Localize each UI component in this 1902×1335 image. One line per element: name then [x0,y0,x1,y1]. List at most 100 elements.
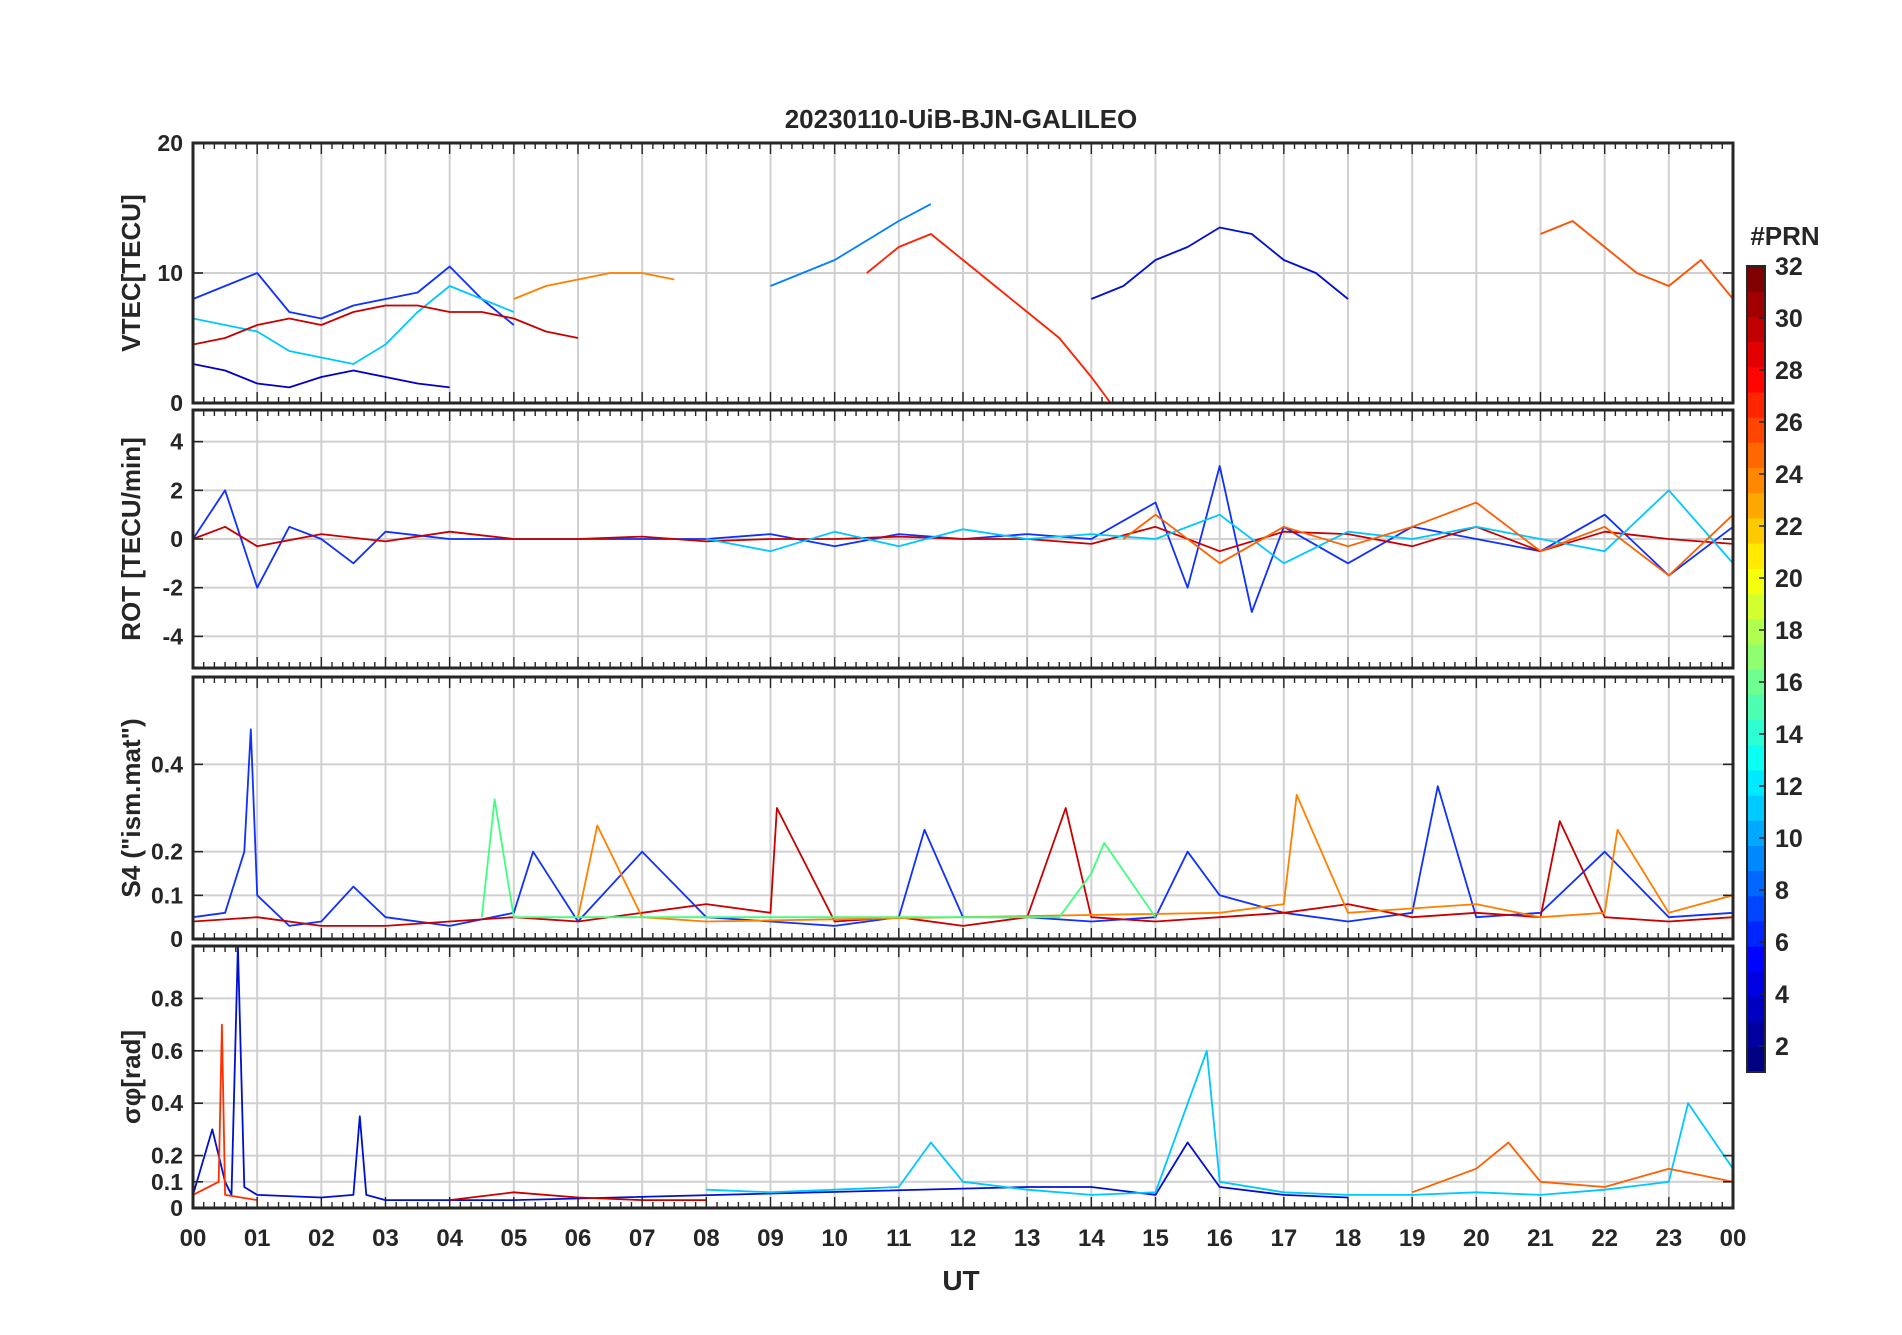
series-line-prn-24 [513,272,675,300]
panel-4: 00.10.2 0.4 0.6 0.8σφ[rad] [116,944,1735,1221]
colorbar-segment [1747,316,1765,343]
colorbar-segment [1747,618,1765,645]
x-tick-label: 11 [886,1225,911,1252]
colorbar-tick-label: 10 [1775,825,1803,853]
series-line-prn-30 [193,304,579,346]
series-group [193,728,1733,927]
y-tick-label: 0.1 [151,882,183,908]
colorbar-segment [1747,417,1765,443]
axes-frame [191,408,1735,670]
colorbar-tick-label: 22 [1775,513,1803,541]
series-line-prn-25 [1122,501,1733,577]
colorbar-segment [1747,568,1765,595]
y-tick-label: 0 [170,526,183,552]
series-line-prn-5 [193,465,1733,613]
colorbar-tick-label: 6 [1775,929,1789,957]
x-tick-label: 07 [629,1225,656,1252]
colorbar-segment [1747,492,1765,519]
colorbar-tick-label: 14 [1775,721,1803,749]
series-group [193,465,1733,613]
x-tick-label: 03 [372,1225,399,1252]
colorbar-segment [1747,669,1765,695]
colorbar-segment [1747,820,1765,846]
colorbar-tick-label: 12 [1775,773,1803,801]
colorbar-segment [1747,266,1765,292]
colorbar-segment [1747,391,1765,418]
series-line-prn-26 [1540,220,1733,300]
colorbar-frame [1746,265,1766,1073]
y-tick-label: 0 [170,390,183,416]
colorbar-segment [1747,643,1765,670]
axes-frame [191,944,1735,1210]
series-line-prn-9 [770,203,932,287]
series-line-prn-5 [193,265,515,326]
x-tick-label: 13 [1014,1225,1041,1252]
colorbar-segment [1747,996,1765,1023]
colorbar-tick-label: 16 [1775,669,1803,697]
y-tick-label: 0.1 [151,1169,183,1195]
series-line-prn-27 [866,233,1112,403]
x-tick-label: 01 [244,1225,271,1252]
colorbar-segment [1747,794,1765,821]
colorbar-segment [1747,1046,1765,1073]
colorbar-segment [1747,694,1765,720]
y-tick-label: 0.2 [151,1143,183,1169]
x-tick-label: 16 [1206,1225,1233,1252]
x-tick-label: 08 [693,1225,720,1252]
y-tick-label: 0.2 [151,839,183,865]
panel-1: 0 10 20 VTEC[TECU] [116,130,1735,416]
x-tick-label: 21 [1527,1225,1554,1252]
colorbar-segment [1747,593,1765,620]
colorbar-tick-label: 8 [1775,877,1789,905]
x-tick-label: 19 [1399,1225,1426,1252]
series-line-prn-30 [193,807,1733,927]
series-line-prn-25 [1411,1141,1733,1194]
x-tick-label: 00 [180,1225,207,1252]
y-tick-label: -2 [163,575,183,601]
colorbar-label: #PRN [1750,221,1819,251]
x-tick-label: 14 [1078,1225,1105,1252]
colorbar-segment [1747,467,1765,494]
y-axis-label: ROT [TECU/min] [116,437,146,641]
series-line-prn-2 [193,363,450,389]
series-group [193,203,1733,403]
colorbar-segment [1747,291,1765,317]
chart-title: 20230110-UiB-BJN-GALILEO [785,104,1138,134]
colorbar-segment [1747,543,1765,569]
y-tick-label: 0.4 [151,1090,183,1116]
x-tick-label: 18 [1335,1225,1362,1252]
series-line-prn-12 [706,1049,1733,1196]
colorbar-segment [1747,895,1765,922]
x-tick-label: 17 [1270,1225,1297,1252]
x-tick-label: 04 [436,1225,463,1252]
axes-frame [191,141,1735,405]
colorbar-segment [1747,1021,1765,1048]
colorbar-segment [1747,366,1765,393]
y-tick-label: -4 [163,623,184,649]
panel-3: 0 0.1 0.2 0.4S4 ("ism.mat") [116,675,1735,952]
y-axis-label: S4 ("ism.mat") [116,718,146,897]
colorbar-tick-label: 4 [1775,981,1789,1009]
colorbar-tick-label: 2 [1775,1033,1789,1061]
panel-2: -4 -2 0 2 4 ROT [TECU/min] [116,408,1735,670]
y-tick-label: 0 [170,926,183,952]
y-axis-label: VTEC[TECU] [116,194,146,351]
axes-frame [191,675,1735,941]
x-tick-label: 10 [821,1225,848,1252]
series-line-prn-3 [193,946,1349,1201]
colorbar-tick-label: 30 [1775,305,1803,333]
y-tick-label: 2 [170,477,183,503]
colorbar-tick-label: 18 [1775,617,1803,645]
colorbar-segment [1747,341,1765,368]
x-tick-label: 02 [308,1225,335,1252]
colorbar-segment [1747,946,1765,972]
colorbar-segment [1747,744,1765,771]
colorbar-segment [1747,517,1765,544]
series-line-prn-27 [193,1023,258,1201]
y-tick-label: 0.4 [151,751,183,777]
x-tick-label: 22 [1591,1225,1618,1252]
